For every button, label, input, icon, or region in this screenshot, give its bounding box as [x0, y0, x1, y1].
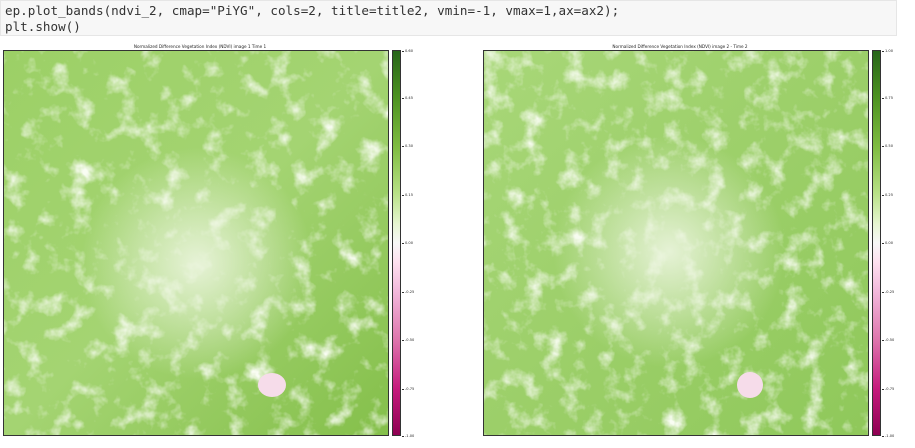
code-line-1: ep.plot_bands(ndvi_2, cmap="PiYG", cols=…: [5, 3, 620, 18]
plot-title-2: Normalized Difference Vegetation Index (…: [612, 44, 748, 49]
colorbar-1-tick: -0.25: [401, 290, 415, 294]
code-line-2: plt.show(): [5, 18, 81, 34]
colorbar-2-tick: -0.75: [881, 387, 895, 391]
colorbar-2-tick: 0.75: [881, 96, 894, 100]
colorbar-2-tick: 1.00: [881, 49, 894, 53]
colorbar-1-tick: 0.45: [401, 96, 414, 100]
code-cell[interactable]: ep.plot_bands(ndvi_2, cmap="PiYG", cols=…: [0, 0, 897, 36]
cell-output: Normalized Difference Vegetation Index (…: [0, 38, 915, 448]
colorbar-1-tick: 0.00: [401, 241, 414, 245]
colorbar-2-tick: 0.25: [881, 193, 894, 197]
colorbar-2: [872, 50, 881, 436]
colorbar-1-tick: -0.50: [401, 338, 415, 342]
colorbar-1: [392, 50, 401, 436]
plot-title-1: Normalized Difference Vegetation Index (…: [133, 44, 267, 49]
colorbar-2-tick: 0.50: [881, 144, 894, 148]
colorbar-1-tick: 0.15: [401, 193, 414, 197]
colorbar-2-tick: -0.25: [881, 290, 895, 294]
colorbar-2-tick: 0.00: [881, 241, 894, 245]
colorbar-1-tick: 0.30: [401, 144, 414, 148]
ndvi-map-2: [483, 50, 869, 436]
colorbar-2-tick: -0.50: [881, 338, 895, 342]
colorbar-1-tick: -1.00: [401, 434, 415, 438]
colorbar-2-tick: -1.00: [881, 434, 895, 438]
ndvi-map-1: [3, 50, 389, 436]
colorbar-1-tick: 0.60: [401, 49, 414, 53]
colorbar-1-tick: -0.75: [401, 387, 415, 391]
